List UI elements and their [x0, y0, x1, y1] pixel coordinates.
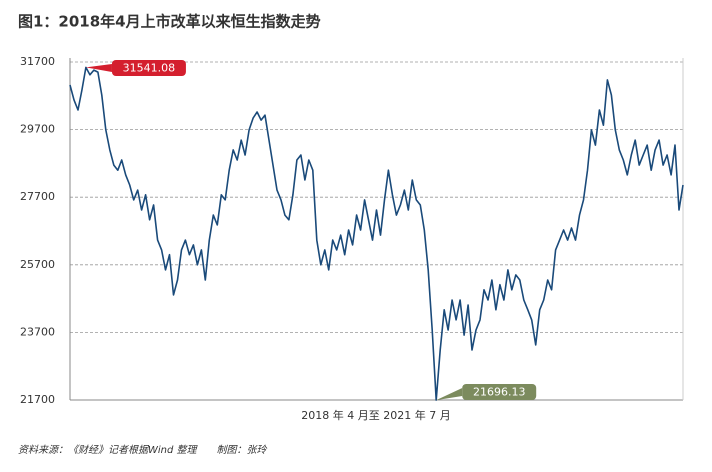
y-tick-label: 27700 — [20, 190, 55, 203]
y-tick-label: 25700 — [20, 258, 55, 271]
callout-label: 31541.08 — [123, 62, 176, 75]
y-tick-label: 29700 — [20, 123, 55, 136]
callout-label: 21696.13 — [473, 386, 526, 399]
source-note: 资料来源：《财经》记者根据Wind 整理 制图：张玲 — [18, 444, 268, 456]
chart-title: 图1：2018年4月上市改革以来恒生指数走势 — [18, 13, 321, 31]
y-tick-label: 23700 — [20, 325, 55, 338]
index-line — [69, 66, 684, 401]
y-tick-label: 31700 — [20, 55, 55, 68]
callout-box — [462, 384, 537, 400]
x-axis-label: 2018 年 4 月至 2021 年 7 月 — [301, 408, 450, 422]
callout-box — [111, 60, 186, 76]
callout-pointer — [436, 388, 463, 401]
y-tick-label: 21700 — [20, 393, 55, 406]
callout-pointer — [85, 64, 112, 72]
